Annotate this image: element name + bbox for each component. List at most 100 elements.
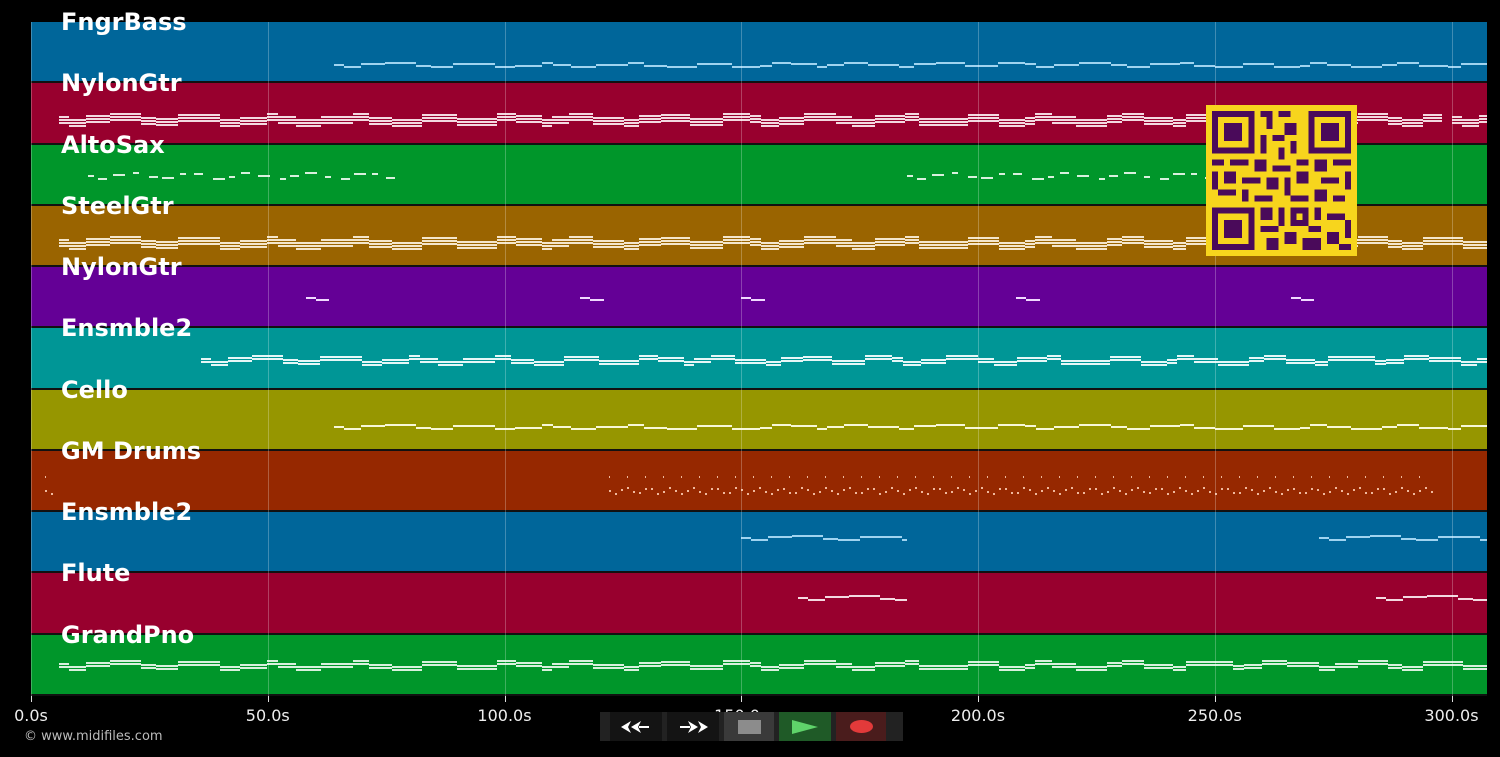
midi-note <box>1404 358 1430 361</box>
midi-note <box>661 117 691 120</box>
midi-note <box>999 119 1026 122</box>
midi-note <box>639 121 662 124</box>
track-lane[interactable]: GM Drums <box>31 438 1487 513</box>
midi-note <box>624 244 640 247</box>
midi-note <box>1426 595 1458 598</box>
midi-note <box>1423 663 1452 666</box>
midi-note <box>761 244 780 247</box>
midi-note <box>457 124 486 127</box>
midi-note <box>1304 491 1307 494</box>
midi-note <box>875 240 906 243</box>
track-lane[interactable]: FngrBass <box>31 9 1487 84</box>
midi-note <box>892 357 904 360</box>
midi-note <box>690 243 704 246</box>
midi-note <box>838 539 861 542</box>
midi-note <box>905 113 920 116</box>
midi-note <box>772 62 792 64</box>
play-button[interactable] <box>779 712 831 741</box>
midi-note <box>283 359 299 362</box>
midi-note <box>1226 487 1229 490</box>
midi-note <box>1076 174 1089 177</box>
midi-note <box>1064 488 1067 491</box>
midi-note <box>674 489 677 492</box>
midi-note <box>770 492 773 495</box>
midi-note <box>914 63 937 65</box>
midi-note <box>728 491 731 494</box>
track-lane[interactable]: Ensmble2 <box>31 315 1487 390</box>
midi-note <box>422 660 437 663</box>
midi-note <box>940 667 969 670</box>
track-lane[interactable]: Cello <box>31 377 1487 451</box>
midi-note <box>1127 66 1151 68</box>
midi-note <box>1264 358 1287 361</box>
midi-note <box>1076 241 1108 244</box>
midi-note <box>1218 361 1250 364</box>
midi-note <box>321 122 354 125</box>
midi-note <box>980 239 1000 242</box>
midi-note <box>661 663 691 666</box>
track-lane[interactable]: NylonGtr <box>31 254 1487 329</box>
midi-note <box>667 427 698 430</box>
midi-note <box>353 238 370 241</box>
midi-note <box>1186 120 1207 123</box>
midi-note <box>1172 172 1185 175</box>
midi-note <box>257 174 270 177</box>
midi-note <box>552 662 570 665</box>
midi-note <box>761 247 780 250</box>
midi-note <box>369 120 393 123</box>
midi-note <box>596 425 629 428</box>
midi-note <box>698 475 700 478</box>
midi-note <box>1107 115 1123 118</box>
midi-note <box>542 241 553 244</box>
midi-note <box>680 492 683 495</box>
midi-note <box>968 475 970 478</box>
midi-note <box>1186 117 1207 120</box>
midi-note <box>740 488 743 491</box>
midi-note <box>735 359 767 362</box>
fast-forward-button[interactable] <box>667 712 719 741</box>
midi-note <box>852 244 876 247</box>
midi-note <box>1300 426 1311 429</box>
midi-note <box>760 65 773 67</box>
midi-note <box>1186 242 1207 245</box>
midi-note <box>220 241 241 244</box>
midi-note <box>1194 65 1216 67</box>
track-lane[interactable]: Ensmble2 <box>31 499 1487 574</box>
midi-note <box>1118 489 1121 492</box>
midi-note <box>804 113 837 116</box>
midi-note <box>818 490 821 493</box>
midi-note <box>852 247 876 250</box>
midi-note <box>228 360 253 363</box>
midi-note <box>825 596 850 599</box>
midi-note <box>751 539 769 542</box>
midi-note <box>936 423 966 426</box>
midi-note <box>422 120 437 123</box>
midi-note <box>1150 63 1181 65</box>
rewind-button[interactable] <box>610 712 662 741</box>
midi-note <box>1173 119 1187 122</box>
stop-button[interactable] <box>724 712 774 741</box>
midi-note <box>1478 118 1487 121</box>
track-lane[interactable]: GrandPno <box>31 622 1487 696</box>
midi-note <box>890 486 893 489</box>
track-lane[interactable]: Flute <box>31 560 1487 635</box>
midi-note <box>1388 120 1403 123</box>
stop-icon <box>737 719 761 734</box>
record-button[interactable] <box>836 712 886 741</box>
midi-note <box>296 122 322 125</box>
midi-note <box>875 121 906 124</box>
midi-note <box>703 240 724 243</box>
midi-note <box>1144 120 1174 123</box>
midi-note <box>776 488 779 491</box>
midi-note <box>457 121 486 124</box>
midi-note <box>908 488 911 491</box>
midi-note <box>1112 475 1114 478</box>
axis-tick <box>978 696 979 702</box>
midi-note <box>86 121 111 124</box>
midi-note <box>723 662 751 665</box>
midi-note <box>515 426 543 429</box>
midi-note <box>1094 487 1097 490</box>
midi-note <box>1287 664 1320 667</box>
midi-note <box>1186 239 1207 242</box>
axis-tick <box>1451 696 1453 702</box>
